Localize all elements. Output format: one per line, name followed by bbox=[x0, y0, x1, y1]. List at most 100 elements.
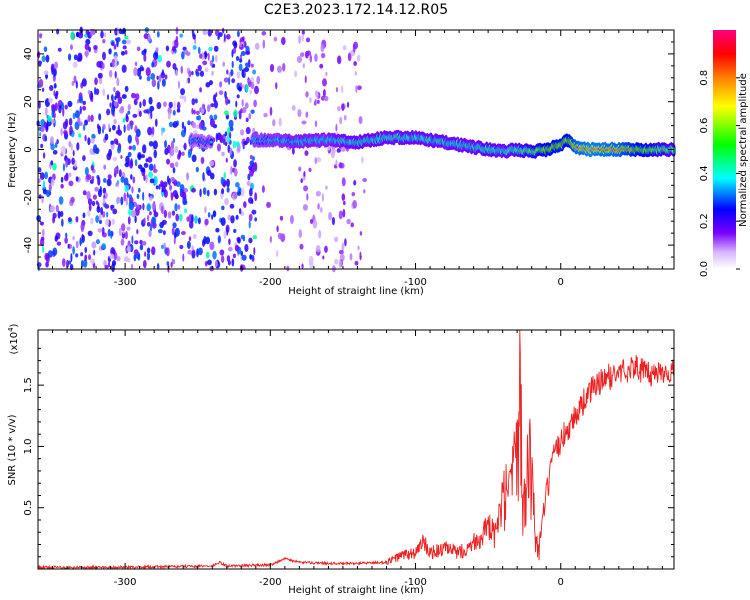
heatmap-cell bbox=[240, 211, 245, 216]
heatmap-cell bbox=[320, 95, 326, 101]
heatmap-cell bbox=[50, 160, 54, 166]
heatmap-cell bbox=[192, 45, 197, 50]
heatmap-cell bbox=[215, 133, 218, 143]
heatmap-cell bbox=[335, 159, 338, 167]
heatmap-cell bbox=[128, 145, 133, 150]
heatmap-cell bbox=[205, 251, 210, 259]
heatmap-cell bbox=[228, 76, 231, 86]
heatmap-cell bbox=[191, 70, 194, 76]
heatmap-cell bbox=[205, 236, 211, 245]
heatmap-cell bbox=[308, 167, 312, 172]
heatmap-cell bbox=[356, 85, 362, 91]
heatmap-cell bbox=[221, 205, 225, 211]
heatmap-cell bbox=[63, 174, 69, 182]
heatmap-cell bbox=[160, 71, 166, 79]
heatmap-cell bbox=[291, 147, 295, 155]
heatmap-cell bbox=[102, 39, 106, 44]
heatmap-cell bbox=[215, 227, 220, 233]
heatmap-cell bbox=[147, 34, 151, 42]
heatmap-cell bbox=[87, 137, 91, 146]
heatmap-cell bbox=[95, 239, 101, 245]
heatmap-cell bbox=[261, 31, 267, 36]
heatmap-cell bbox=[114, 95, 117, 101]
heatmap-cell bbox=[102, 187, 107, 194]
heatmap-cell bbox=[64, 104, 68, 110]
heatmap-cell bbox=[304, 150, 309, 156]
heatmap-cell bbox=[194, 98, 198, 104]
heatmap-cell bbox=[127, 134, 132, 144]
heatmap-cell bbox=[141, 241, 147, 246]
heatmap-cell bbox=[42, 245, 45, 254]
heatmap-cell bbox=[215, 92, 218, 97]
heatmap-cell bbox=[175, 213, 180, 222]
heatmap-cell bbox=[81, 78, 87, 87]
heatmap-cell bbox=[134, 159, 138, 167]
heatmap-cell bbox=[67, 53, 72, 61]
heatmap-cell bbox=[176, 101, 181, 111]
heatmap-cell bbox=[115, 182, 119, 187]
heatmap-cell bbox=[338, 210, 343, 220]
heatmap-cell bbox=[241, 98, 244, 107]
heatmap-cell bbox=[168, 121, 174, 128]
y-tick-label: 0 bbox=[23, 146, 34, 152]
heatmap-cell bbox=[111, 124, 116, 131]
heatmap-cell bbox=[109, 253, 115, 260]
heatmap-cell bbox=[156, 30, 160, 38]
heatmap-cell bbox=[112, 208, 118, 215]
heatmap-cell bbox=[254, 192, 258, 202]
heatmap-cell bbox=[132, 176, 136, 184]
heatmap-cell bbox=[39, 131, 42, 137]
heatmap-cell bbox=[158, 183, 161, 190]
heatmap-cell bbox=[156, 262, 160, 270]
heatmap-cell bbox=[120, 154, 123, 160]
heatmap-cell bbox=[187, 152, 192, 158]
heatmap-cell bbox=[336, 55, 342, 65]
heatmap-cell bbox=[96, 60, 102, 68]
heatmap-cell bbox=[59, 210, 64, 218]
heatmap-cell bbox=[107, 261, 111, 268]
heatmap-cell bbox=[82, 123, 86, 131]
heatmap-cell bbox=[75, 80, 78, 89]
heatmap-cell bbox=[221, 188, 225, 195]
heatmap-cell bbox=[152, 140, 158, 150]
heatmap-cell bbox=[163, 189, 168, 198]
heatmap-cell bbox=[175, 26, 179, 35]
heatmap-cell bbox=[341, 146, 346, 152]
heatmap-cell bbox=[186, 216, 190, 222]
heatmap-cell bbox=[341, 242, 345, 252]
heatmap-cell bbox=[171, 227, 175, 236]
heatmap-cell bbox=[54, 235, 58, 242]
heatmap-cell bbox=[305, 91, 309, 98]
heatmap-cell bbox=[174, 227, 180, 237]
heatmap-cell bbox=[148, 140, 154, 147]
heatmap-cell bbox=[143, 48, 147, 53]
heatmap-cell bbox=[191, 108, 194, 115]
heatmap-cell bbox=[60, 127, 63, 136]
heatmap-cell bbox=[230, 215, 235, 224]
heatmap-cell bbox=[128, 208, 133, 216]
heatmap-cell bbox=[244, 62, 250, 68]
heatmap-cell bbox=[82, 105, 87, 111]
heatmap-cell bbox=[197, 217, 201, 225]
spectrogram-x-axis: -300 -200 -100 0 bbox=[52, 30, 663, 288]
heatmap-cell bbox=[56, 241, 62, 246]
spectrogram-y-axis-label: Frequency (Hz) bbox=[7, 112, 18, 188]
heatmap-cell bbox=[229, 203, 235, 209]
heatmap-cell bbox=[124, 184, 130, 193]
heatmap-cell bbox=[120, 50, 126, 56]
x-tick-label: -200 bbox=[259, 577, 282, 588]
heatmap-cell bbox=[169, 148, 175, 157]
heatmap-cell bbox=[110, 230, 113, 240]
heatmap-cell bbox=[250, 81, 255, 90]
heatmap-cell bbox=[231, 258, 235, 267]
heatmap-cell bbox=[98, 214, 102, 220]
heatmap-cell bbox=[90, 164, 94, 171]
heatmap-cell bbox=[41, 194, 44, 204]
heatmap-cell bbox=[353, 41, 359, 50]
heatmap-cell bbox=[146, 252, 151, 261]
heatmap-cell bbox=[235, 100, 238, 108]
heatmap-cell bbox=[336, 148, 341, 153]
y-tick-label: -40 bbox=[23, 237, 34, 253]
heatmap-noise-layer bbox=[36, 26, 367, 273]
heatmap-cell bbox=[126, 123, 131, 131]
